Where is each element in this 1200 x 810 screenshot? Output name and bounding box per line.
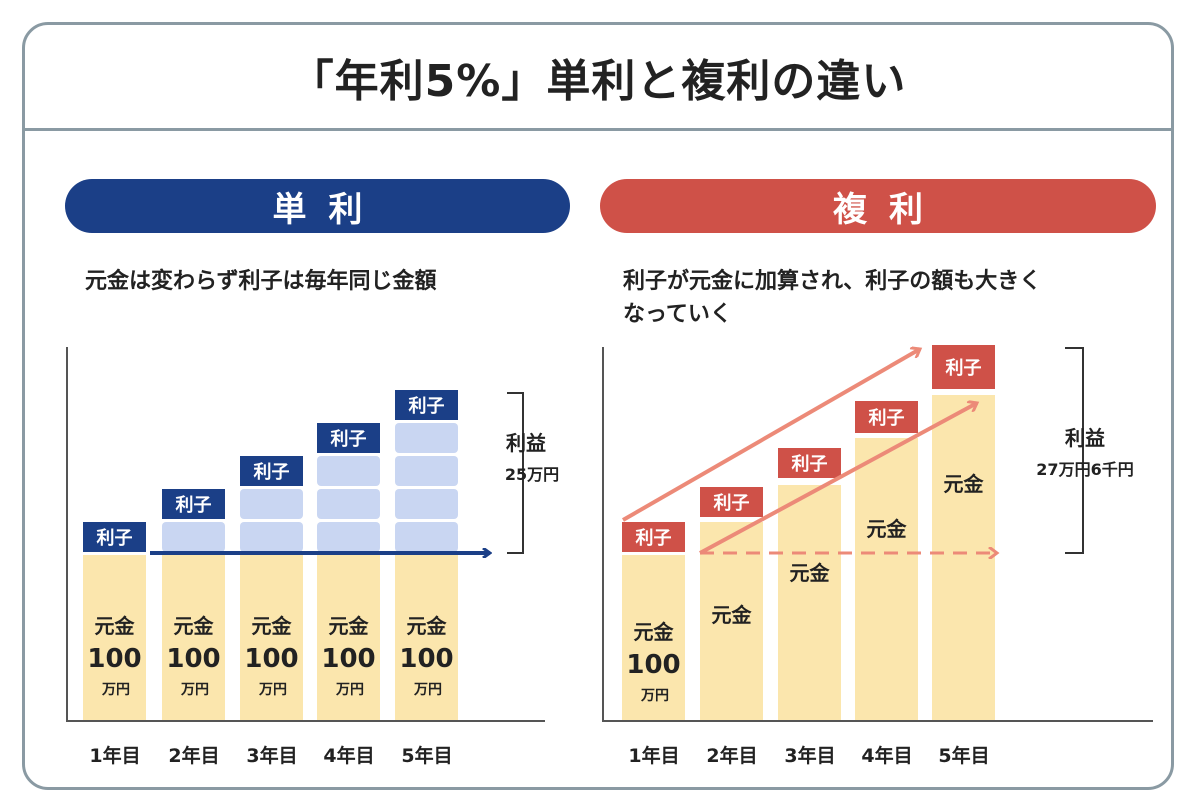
simple-principal-amount: 100 [244,644,298,674]
compound-principal-label: 元金 [712,603,753,627]
simple-interest-block [317,489,380,519]
compound-principal-label: 元金 [790,561,831,585]
simple-principal-label: 元金 [174,614,215,638]
simple-principal-unit: 万円 [335,682,364,698]
compound-interest-description: 利子が元金に加算され、利子の額も大きく なっていく [623,269,1042,327]
simple-principal-amount: 100 [399,644,453,674]
simple-interest-tag [317,423,380,453]
compound-year-label: 3年目 [784,744,835,767]
compound-axes [602,347,1153,722]
compound-interest-heading: 複利 [600,179,1156,233]
simple-principal-label: 元金 [95,614,136,638]
simple-principal-unit: 万円 [101,682,130,698]
compound-growth-arrow-lower [699,403,977,555]
simple-interest-block [395,456,458,486]
simple-interest-block [162,522,225,552]
compound-principal-amount: 100 [626,650,680,680]
simple-year-label: 2年目 [168,744,219,767]
simple-principal-amount: 100 [321,644,375,674]
simple-interest-tag-label: 利子 [97,527,133,549]
simple-principal-amount: 100 [166,644,220,674]
simple-interest-heading: 単利 [65,179,570,233]
simple-interest-block [240,489,303,519]
simple-principal-label: 元金 [252,614,293,638]
simple-interest-tag-label: 利子 [331,428,367,450]
diagram-frame: 「年利5%」単利と複利の違い 単利 複利 元金は変わらず利子は毎年同じ金額 利子… [22,22,1174,790]
simple-profit-value: 25万円 [505,465,559,484]
compound-principal-bar [778,485,841,720]
compound-year-label: 5年目 [938,744,989,767]
simple-interest-tag-label: 利子 [176,494,212,516]
simple-principal-unit: 万円 [258,682,287,698]
simple-interest-block [395,522,458,552]
compound-interest-tag [700,487,763,517]
simple-axes [66,347,545,722]
simple-interest-tag-label: 利子 [409,395,445,417]
compound-interest-tag-label: 利子 [869,407,905,429]
compound-profit-bracket [1065,347,1084,554]
simple-principal-label: 元金 [407,614,448,638]
compound-principal-bar [622,555,685,720]
compound-profit-value: 27万円6千円 [1036,460,1133,479]
simple-profit-bracket [507,392,524,554]
simple-year-label: 4年目 [323,744,374,767]
compound-year-label: 1年目 [628,744,679,767]
compound-principal-label: 元金 [867,517,908,541]
simple-interest-block [317,456,380,486]
simple-interest-tag [395,390,458,420]
simple-interest-description: 元金は変わらず利子は毎年同じ金額 [85,269,437,294]
compound-interest-tag-label: 利子 [636,527,672,549]
compound-interest-tag [778,448,841,478]
simple-principal-amount: 100 [87,644,141,674]
compound-interest-tag-label: 利子 [946,357,982,379]
simple-interest-tag-label: 利子 [254,461,290,483]
compound-profit-label: 利益 [1065,426,1105,450]
compound-interest-tag [932,345,995,389]
simple-interest-block [240,522,303,552]
simple-interest-tag [162,489,225,519]
compound-principal-bar [932,395,995,720]
compound-interest-tag-label: 利子 [792,453,828,475]
simple-interest-block [317,522,380,552]
compound-year-label: 2年目 [706,744,757,767]
simple-principal-unit: 万円 [413,682,442,698]
page-title: 「年利5%」単利と複利の違い [25,25,1171,131]
simple-principal-bar [162,555,225,720]
compound-principal-unit: 万円 [640,688,669,704]
compound-growth-arrow-upper [622,349,920,522]
simple-principal-bar [317,555,380,720]
compound-year-label: 4年目 [861,744,912,767]
simple-principal-unit: 万円 [180,682,209,698]
simple-principal-bar [83,555,146,720]
compound-interest-chart: 利子 利子 利子 利子 利子 元金 元金 元金 元金 元金 100 万円 [602,345,1153,767]
simple-interest-tag [240,456,303,486]
compound-interest-tag-label: 利子 [714,492,750,514]
simple-interest-chart: 利子 利子 利子 利子 利子 元金 元金 元金 元金 元金 100 100 10… [66,347,559,767]
compound-principal-label: 元金 [944,472,985,496]
simple-year-label: 5年目 [401,744,452,767]
simple-interest-block [395,489,458,519]
compound-principal-bar [855,438,918,720]
simple-interest-tag [83,522,146,552]
simple-year-label: 1年目 [89,744,140,767]
simple-profit-label: 利益 [506,431,546,455]
simple-year-label: 3年目 [246,744,297,767]
compound-interest-tag [622,522,685,552]
simple-principal-bar [395,555,458,720]
comparison-diagram: 利子 利子 利子 利子 利子 元金 元金 元金 元金 元金 100 100 10… [66,345,1153,767]
simple-principal-label: 元金 [329,614,370,638]
compound-principal-label: 元金 [634,620,675,644]
simple-interest-block [395,423,458,453]
simple-principal-bar [240,555,303,720]
compound-interest-tag [855,401,918,433]
compound-principal-bar [700,522,763,720]
